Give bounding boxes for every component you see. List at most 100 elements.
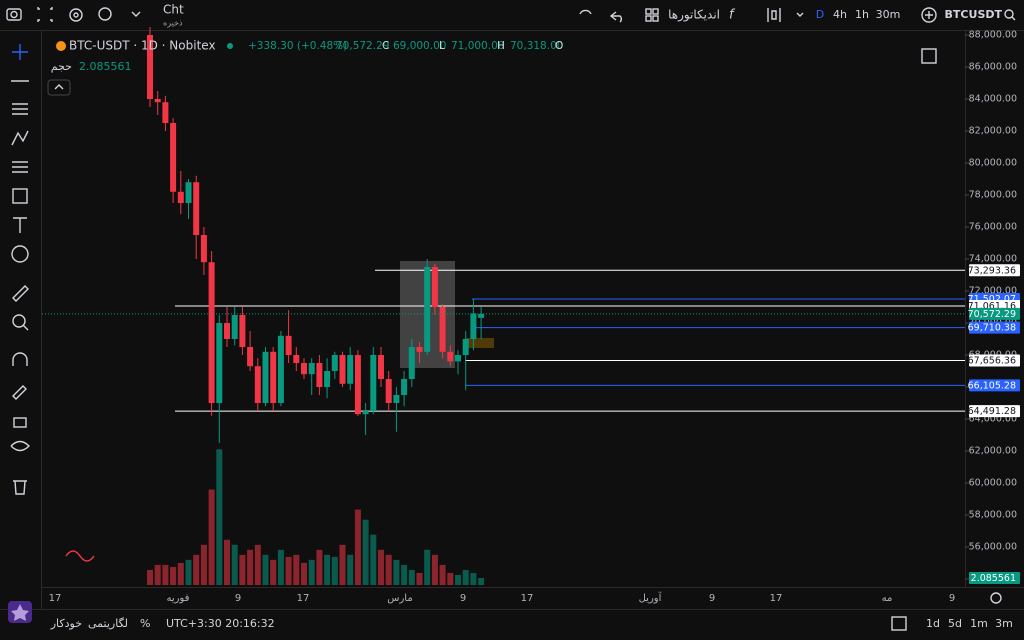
- candle-body: [200, 235, 207, 263]
- range-button[interactable]: 3m: [995, 617, 1013, 630]
- candle-body: [316, 363, 323, 387]
- undo-redo[interactable]: [579, 9, 622, 23]
- logo: [65, 550, 95, 562]
- y-tick-label: 74,000.00: [969, 254, 1017, 265]
- current-price-label: 70,572.29: [968, 309, 1016, 320]
- volume-bar: [462, 569, 469, 585]
- clock: UTC+3:30 20:16:32: [166, 617, 275, 630]
- y-tick-label: 60,000.00: [969, 478, 1017, 489]
- candle-body: [193, 182, 200, 235]
- range-button[interactable]: 5d: [948, 617, 962, 630]
- volume-bar: [247, 549, 254, 585]
- candle-body: [285, 335, 292, 355]
- candle-body: [147, 35, 153, 99]
- x-tick-label: مه: [882, 593, 893, 604]
- legend-high: 71,000.00: [451, 40, 504, 52]
- interval[interactable]: D: [816, 8, 824, 21]
- x-tick-label: 17: [297, 593, 310, 604]
- volume-bar: [285, 556, 292, 585]
- price-line-label: 66,105.28: [968, 380, 1016, 391]
- fx-icon[interactable]: f: [729, 8, 736, 23]
- candle-body: [262, 351, 269, 403]
- y-tick-label: 72,000.00: [969, 286, 1017, 297]
- volume-bar: [378, 549, 384, 585]
- x-tick-label: 9: [949, 593, 955, 604]
- candle-body: [385, 379, 392, 403]
- candle-body: [416, 347, 423, 352]
- interval[interactable]: 4h: [833, 8, 847, 21]
- dropdown-icon[interactable]: [796, 12, 804, 17]
- volume-bar: [416, 572, 423, 585]
- volume-bar: [262, 554, 269, 585]
- x-tick-label: 9: [709, 593, 715, 604]
- save-label[interactable]: ذخیره: [163, 19, 183, 28]
- x-tick-label: مارس: [387, 593, 412, 604]
- axis-settings[interactable]: [990, 592, 1002, 604]
- volume-bar: [147, 569, 153, 585]
- y-tick-label: 80,000.00: [969, 158, 1017, 169]
- goto-date[interactable]: [891, 616, 907, 631]
- candle-body: [301, 363, 307, 375]
- layout-name[interactable]: Cht: [163, 3, 184, 17]
- x-tick-label: 9: [460, 593, 466, 604]
- chart-type-icon[interactable]: [767, 8, 781, 22]
- add-symbol[interactable]: [921, 7, 937, 23]
- collapse-button[interactable]: [47, 79, 71, 96]
- top-icons[interactable]: [6, 7, 141, 22]
- range-button[interactable]: 1m: [970, 617, 988, 630]
- candle-body: [308, 363, 315, 375]
- status-dot: [227, 43, 233, 49]
- x-tick-label: 17: [521, 593, 534, 604]
- volume-bar: [478, 578, 485, 585]
- volume-bar: [393, 559, 400, 585]
- volume-bar: [347, 554, 354, 585]
- volume-bar: [316, 549, 323, 585]
- legend-high-tag: H: [497, 40, 505, 52]
- drawing-tools[interactable]: [8, 44, 32, 623]
- percent-scale[interactable]: %: [140, 617, 150, 630]
- interval[interactable]: 30m: [876, 8, 901, 21]
- volume-bar: [162, 564, 169, 585]
- symbol[interactable]: BTCUSDT: [945, 8, 1003, 21]
- indicators-button[interactable]: اندیکاتورها: [668, 8, 720, 23]
- volume-bar: [431, 554, 438, 585]
- candle-body: [354, 355, 361, 415]
- volume-bar: [439, 564, 446, 585]
- candle-body: [462, 339, 469, 355]
- volume-bar: [254, 544, 261, 585]
- price-line-label: 71,502.07: [968, 294, 1016, 305]
- volume-bar: [208, 489, 215, 585]
- log-scale[interactable]: لگاریتمی: [88, 617, 128, 630]
- candle-body: [224, 323, 230, 339]
- volume-label: حجم: [51, 60, 72, 73]
- volume-bar: [185, 559, 192, 585]
- candle-body: [370, 355, 377, 411]
- current-price-label-box: [969, 307, 1020, 320]
- legend-change: +338.30 (+0.48%): [248, 40, 347, 52]
- candle-body: [439, 307, 446, 352]
- fullscreen-icon[interactable]: [921, 48, 937, 64]
- candle-body: [162, 102, 169, 123]
- price-line-label: 67,656.36: [968, 355, 1016, 366]
- interval[interactable]: 1h: [855, 8, 869, 21]
- candle-body: [378, 355, 384, 379]
- volume-bar: [401, 564, 408, 585]
- candle-body: [216, 323, 223, 403]
- volume-bar: [231, 544, 238, 585]
- candle-body: [293, 355, 300, 363]
- candle-body: [362, 411, 369, 415]
- candle-body: [254, 366, 261, 403]
- x-tick-label: فوریه: [167, 593, 190, 604]
- volume-bar: [470, 572, 477, 585]
- volume-bar: [331, 556, 338, 585]
- legend-low-tag: L: [439, 40, 445, 52]
- drawing-rectangle[interactable]: [465, 338, 494, 348]
- legend-title[interactable]: BTC-USDT · 1D · Nobitex: [69, 39, 216, 53]
- range-button[interactable]: 1d: [926, 617, 940, 630]
- layout-grid-icon[interactable]: [645, 8, 659, 22]
- y-tick-label: 86,000.00: [969, 62, 1017, 73]
- candle-body: [270, 351, 277, 403]
- auto-scale[interactable]: خودکار: [50, 617, 82, 630]
